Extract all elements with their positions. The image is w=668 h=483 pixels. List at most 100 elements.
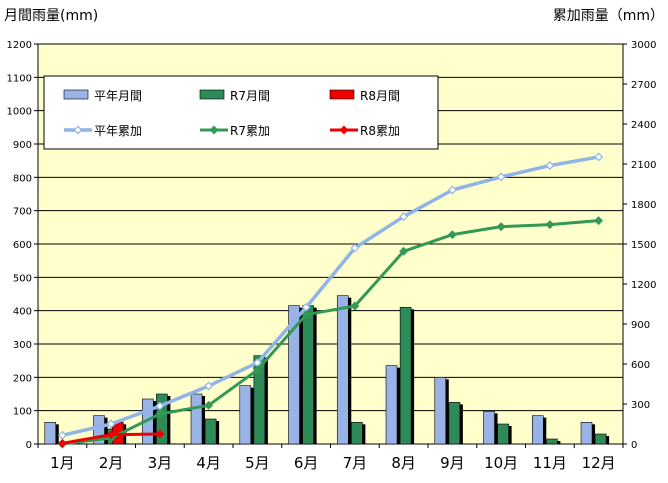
legend-box [43, 75, 439, 150]
bars [44, 295, 610, 445]
bar-1-3 [204, 418, 217, 445]
x-axis-ticks: 1月 2月 3月 4月 5月 6月 7月 8月 9月 10月 11月 12月 [37, 444, 624, 472]
right-tick-label: 900 [631, 320, 650, 331]
line-point-1-6 [350, 301, 360, 311]
right-axis-ticks: 0 300 600 900 1200 1500 1800 2100 2400 2700 3000 [623, 40, 656, 451]
legend-label-line-1: R7累加 [230, 124, 270, 138]
legend-label-bar-0: 平年月間 [94, 89, 142, 103]
x-tick-label: 3月 [148, 454, 173, 472]
x-tick-label: 6月 [294, 454, 319, 472]
bar-0-0 [44, 422, 57, 445]
x-tick-label: 2月 [99, 454, 124, 472]
x-tick-label: 12月 [582, 454, 616, 472]
bar-1-8 [448, 402, 461, 445]
bar-1-11 [594, 433, 607, 445]
bar-0-7 [385, 365, 398, 445]
line-point-0-8 [447, 185, 457, 195]
legend-marker-2 [339, 125, 349, 135]
line-point-1-8 [447, 230, 457, 240]
line-series-0 [61, 155, 599, 438]
bar-0-10 [531, 415, 544, 445]
line-point-2-1 [106, 430, 116, 440]
right-tick-label: 1200 [631, 280, 656, 291]
left-axis-ticks: 0 100 200 300 400 500 600 700 800 900 1000 1100 1200 [7, 40, 38, 451]
line-point-0-6 [350, 243, 360, 253]
line-point-1-2 [155, 409, 165, 419]
line-point-2-2 [155, 429, 165, 439]
bar-1-6 [351, 422, 363, 445]
line-point-1-7 [399, 246, 409, 256]
x-tick-label: 10月 [484, 454, 518, 472]
x-tick-label: 7月 [343, 454, 368, 472]
line-point-1-3 [204, 400, 214, 410]
x-tick-label: 11月 [533, 454, 567, 472]
legend-swatch-bar-0 [63, 89, 89, 100]
right-tick-label: 300 [631, 400, 650, 411]
x-tick-label: 1月 [50, 454, 75, 472]
left-tick-label: 400 [13, 307, 32, 318]
x-tick-label: 5月 [245, 454, 270, 472]
left-tick-label: 800 [13, 173, 32, 184]
x-tick-label: 4月 [196, 454, 221, 472]
bar-0-11 [580, 422, 593, 445]
line-point-1-10 [545, 220, 555, 230]
legend-swatch-bar-2 [329, 89, 355, 100]
line-point-0-1 [106, 419, 116, 429]
right-tick-label: 600 [631, 360, 650, 371]
x-tick-label: 8月 [391, 454, 416, 472]
bar-0-9 [483, 411, 495, 445]
line-point-1-9 [496, 222, 506, 232]
line-point-0-7 [399, 212, 409, 222]
left-tick-label: 200 [13, 373, 32, 384]
left-tick-label: 500 [13, 273, 32, 284]
bar-1-10 [546, 438, 558, 445]
right-tick-label: 1800 [631, 200, 656, 211]
bar-0-5 [288, 305, 300, 445]
right-tick-label: 2700 [631, 80, 656, 91]
right-axis-title: 累加雨量（mm） [553, 8, 664, 24]
left-tick-label: 300 [13, 340, 32, 351]
bar-0-8 [434, 377, 447, 445]
legend-label-bar-1: R7月間 [230, 89, 270, 103]
line-point-1-11 [594, 216, 604, 226]
right-tick-label: 0 [631, 440, 637, 451]
left-axis-title: 月間雨量(mm) [4, 8, 98, 24]
right-tick-label: 2400 [631, 120, 656, 131]
right-tick-label: 2100 [631, 160, 656, 171]
line-point-1-5 [301, 310, 311, 320]
bar-0-4 [239, 385, 252, 445]
legend-label-line-2: R8累加 [360, 124, 400, 138]
line-series-1 [62, 219, 599, 446]
line-point-0-11 [594, 152, 604, 162]
legend-label-bar-2: R8月間 [360, 89, 400, 103]
x-tick-label: 9月 [440, 454, 465, 472]
left-tick-label: 900 [13, 140, 32, 151]
line-point-1-4 [252, 365, 262, 375]
bar-1-5 [302, 305, 314, 445]
bar-1-4 [253, 355, 266, 445]
left-tick-label: 600 [13, 240, 32, 251]
lines [57, 152, 604, 449]
bar-1-2 [156, 393, 168, 445]
bar-0-6 [336, 295, 349, 445]
left-tick-label: 1100 [7, 73, 32, 84]
left-tick-label: 0 [26, 440, 32, 451]
left-tick-label: 1000 [7, 107, 32, 118]
legend-label-line-0: 平年累加 [94, 124, 142, 138]
bar-0-3 [190, 393, 203, 445]
legend-marker-1 [209, 125, 219, 135]
line-point-0-9 [496, 172, 506, 182]
line-point-0-10 [545, 161, 555, 171]
right-tick-label: 1500 [631, 240, 656, 251]
legend-swatch-bar-1 [199, 89, 225, 100]
bar-1-7 [399, 307, 412, 445]
line-point-0-3 [204, 381, 214, 391]
left-tick-label: 1200 [7, 40, 32, 51]
legend-marker-0 [73, 125, 83, 135]
line-point-2-0 [57, 438, 67, 448]
left-tick-label: 100 [13, 407, 32, 418]
right-tick-label: 3000 [631, 40, 656, 51]
bar-1-9 [497, 423, 509, 445]
